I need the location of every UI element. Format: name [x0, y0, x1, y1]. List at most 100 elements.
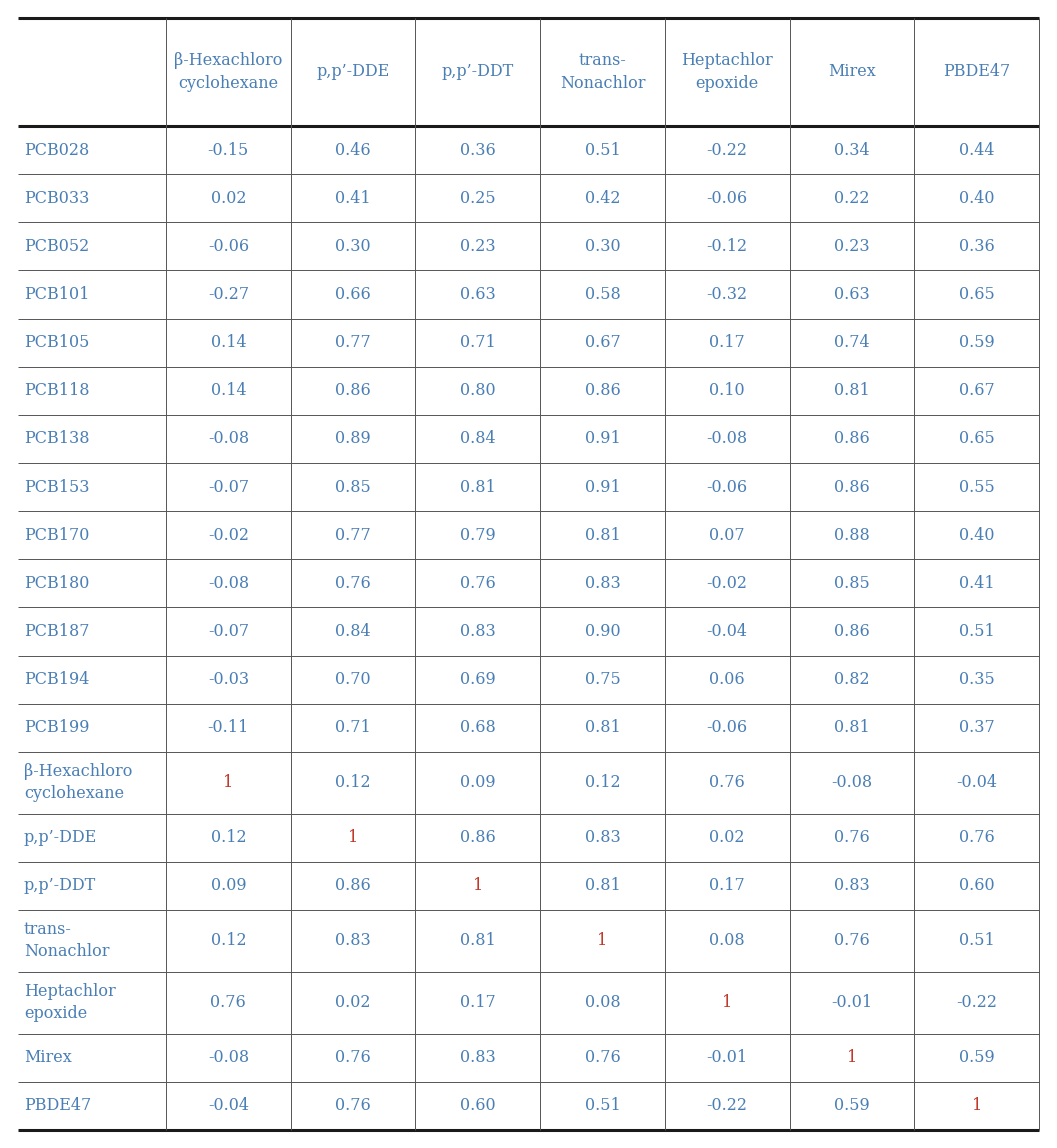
Text: 0.89: 0.89 — [335, 430, 371, 448]
Text: 0.82: 0.82 — [834, 672, 870, 688]
Text: 0.85: 0.85 — [834, 575, 870, 592]
Text: 0.17: 0.17 — [709, 877, 745, 894]
Text: 0.59: 0.59 — [834, 1097, 870, 1115]
Text: 0.86: 0.86 — [834, 623, 870, 639]
Text: -0.02: -0.02 — [707, 575, 747, 592]
Text: 0.84: 0.84 — [335, 623, 371, 639]
Text: 0.86: 0.86 — [335, 382, 371, 400]
Text: -0.08: -0.08 — [208, 1049, 248, 1066]
Text: -0.06: -0.06 — [707, 719, 747, 736]
Text: -0.08: -0.08 — [832, 774, 872, 791]
Text: -0.32: -0.32 — [707, 286, 747, 303]
Text: PCB170: PCB170 — [24, 527, 90, 544]
Text: 0.91: 0.91 — [585, 430, 620, 448]
Text: 0.76: 0.76 — [335, 1097, 371, 1115]
Text: -0.01: -0.01 — [832, 994, 872, 1011]
Text: 0.85: 0.85 — [335, 479, 371, 496]
Text: 0.59: 0.59 — [959, 1049, 995, 1066]
Text: trans-
Nonachlor: trans- Nonachlor — [24, 922, 110, 961]
Text: 0.81: 0.81 — [585, 719, 620, 736]
Text: 0.42: 0.42 — [585, 189, 620, 207]
Text: 1: 1 — [223, 774, 234, 791]
Text: 0.80: 0.80 — [460, 382, 496, 400]
Text: 0.40: 0.40 — [959, 189, 995, 207]
Text: 0.17: 0.17 — [460, 994, 496, 1011]
Text: 0.86: 0.86 — [335, 877, 371, 894]
Text: -0.08: -0.08 — [208, 430, 248, 448]
Text: β-Hexachloro
cyclohexane: β-Hexachloro cyclohexane — [174, 53, 282, 92]
Text: 0.68: 0.68 — [460, 719, 496, 736]
Text: 1: 1 — [722, 994, 733, 1011]
Text: 0.06: 0.06 — [709, 672, 745, 688]
Text: PCB199: PCB199 — [24, 719, 90, 736]
Text: -0.03: -0.03 — [208, 672, 248, 688]
Text: -0.02: -0.02 — [208, 527, 248, 544]
Text: 0.81: 0.81 — [460, 479, 496, 496]
Text: PCB052: PCB052 — [24, 238, 89, 255]
Text: β-Hexachloro
cyclohexane: β-Hexachloro cyclohexane — [24, 763, 132, 802]
Text: 0.02: 0.02 — [709, 829, 745, 846]
Text: PCB180: PCB180 — [24, 575, 90, 592]
Text: 0.51: 0.51 — [585, 141, 620, 158]
Text: 0.41: 0.41 — [335, 189, 371, 207]
Text: 0.69: 0.69 — [460, 672, 496, 688]
Text: 0.10: 0.10 — [709, 382, 745, 400]
Text: 0.76: 0.76 — [210, 994, 246, 1011]
Text: 0.35: 0.35 — [959, 672, 995, 688]
Text: 0.12: 0.12 — [585, 774, 620, 791]
Text: 0.63: 0.63 — [460, 286, 496, 303]
Text: -0.07: -0.07 — [208, 479, 248, 496]
Text: PCB118: PCB118 — [24, 382, 90, 400]
Text: Mirex: Mirex — [24, 1049, 72, 1066]
Text: -0.22: -0.22 — [707, 1097, 747, 1115]
Text: 0.76: 0.76 — [959, 829, 995, 846]
Text: 0.63: 0.63 — [834, 286, 870, 303]
Text: Mirex: Mirex — [828, 63, 876, 80]
Text: 0.83: 0.83 — [460, 623, 496, 639]
Text: -0.04: -0.04 — [208, 1097, 248, 1115]
Text: 0.08: 0.08 — [709, 932, 745, 949]
Text: 0.76: 0.76 — [460, 575, 496, 592]
Text: 0.81: 0.81 — [834, 382, 870, 400]
Text: 0.83: 0.83 — [585, 829, 620, 846]
Text: 0.07: 0.07 — [709, 527, 745, 544]
Text: 0.86: 0.86 — [460, 829, 496, 846]
Text: 0.14: 0.14 — [210, 334, 246, 351]
Text: 0.41: 0.41 — [959, 575, 995, 592]
Text: 0.09: 0.09 — [460, 774, 496, 791]
Text: 0.02: 0.02 — [335, 994, 371, 1011]
Text: 0.81: 0.81 — [460, 932, 496, 949]
Text: 0.22: 0.22 — [834, 189, 870, 207]
Text: -0.08: -0.08 — [707, 430, 747, 448]
Text: 0.88: 0.88 — [834, 527, 870, 544]
Text: 0.67: 0.67 — [585, 334, 620, 351]
Text: PCB033: PCB033 — [24, 189, 90, 207]
Text: 0.75: 0.75 — [585, 672, 620, 688]
Text: 0.55: 0.55 — [959, 479, 995, 496]
Text: 0.09: 0.09 — [210, 877, 246, 894]
Text: 0.12: 0.12 — [210, 932, 246, 949]
Text: PCB138: PCB138 — [24, 430, 90, 448]
Text: 0.37: 0.37 — [959, 719, 995, 736]
Text: 0.30: 0.30 — [585, 238, 620, 255]
Text: 0.86: 0.86 — [834, 430, 870, 448]
Text: 0.08: 0.08 — [585, 994, 620, 1011]
Text: 0.59: 0.59 — [959, 334, 995, 351]
Text: -0.12: -0.12 — [707, 238, 747, 255]
Text: 0.51: 0.51 — [585, 1097, 620, 1115]
Text: -0.15: -0.15 — [208, 141, 249, 158]
Text: Heptachlor
epoxide: Heptachlor epoxide — [24, 983, 116, 1023]
Text: -0.27: -0.27 — [208, 286, 248, 303]
Text: 0.76: 0.76 — [585, 1049, 620, 1066]
Text: 0.76: 0.76 — [335, 575, 371, 592]
Text: 0.70: 0.70 — [335, 672, 371, 688]
Text: 0.83: 0.83 — [834, 877, 870, 894]
Text: 0.71: 0.71 — [335, 719, 371, 736]
Text: 0.58: 0.58 — [585, 286, 620, 303]
Text: 0.65: 0.65 — [959, 286, 995, 303]
Text: 0.81: 0.81 — [834, 719, 870, 736]
Text: 0.84: 0.84 — [460, 430, 496, 448]
Text: -0.08: -0.08 — [208, 575, 248, 592]
Text: p,p’-DDE: p,p’-DDE — [316, 63, 390, 80]
Text: -0.06: -0.06 — [208, 238, 248, 255]
